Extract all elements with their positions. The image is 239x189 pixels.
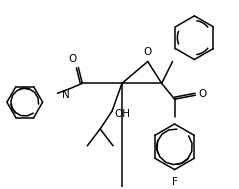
Text: OH: OH xyxy=(114,109,130,119)
Text: O: O xyxy=(198,89,206,99)
Text: O: O xyxy=(68,54,76,64)
Text: N: N xyxy=(62,90,69,100)
Text: O: O xyxy=(144,46,152,57)
Text: F: F xyxy=(172,177,178,187)
